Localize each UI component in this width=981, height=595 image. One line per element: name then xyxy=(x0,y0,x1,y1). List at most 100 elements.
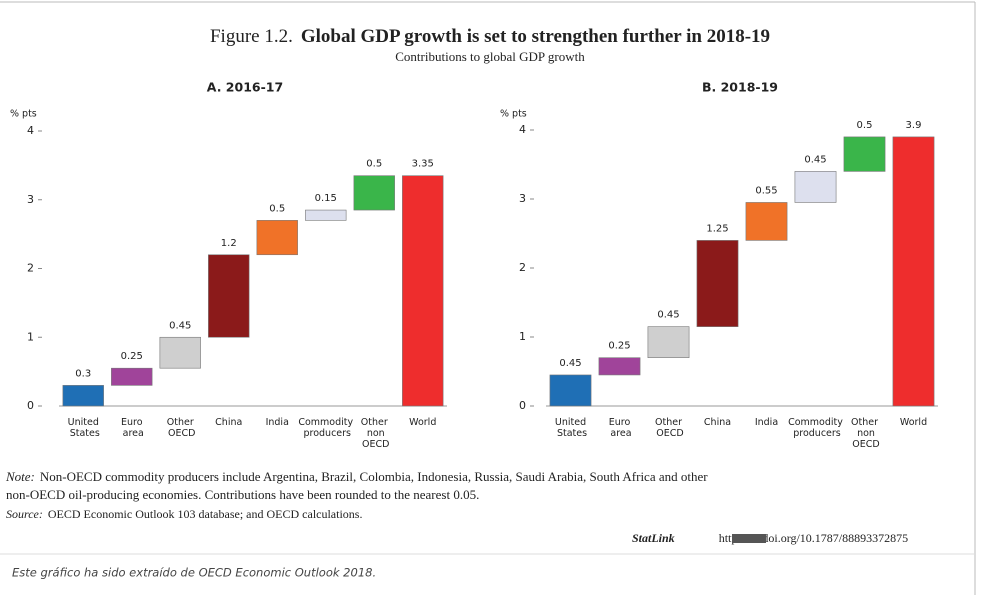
value-label: 0.5 xyxy=(269,203,285,214)
x-tick-label: World xyxy=(900,417,927,428)
value-label: 1.25 xyxy=(706,223,728,234)
x-tick-label: India xyxy=(266,417,289,428)
bar xyxy=(647,326,690,358)
bar xyxy=(696,240,739,327)
x-tick-line: World xyxy=(409,417,436,428)
bar xyxy=(745,202,788,241)
x-tick-line: United xyxy=(555,417,586,428)
value-label: 1.2 xyxy=(221,238,237,249)
x-tick-label: Other non OECD xyxy=(849,417,879,450)
y-tick-label: 1 xyxy=(519,330,526,343)
value-label: 0.45 xyxy=(804,154,826,165)
footer: Este gráfico ha sido extraído de OECD Ec… xyxy=(12,566,376,580)
x-tick-line: non xyxy=(854,428,875,439)
y-tick-label: 4 xyxy=(27,124,34,137)
y-tick-label: 3 xyxy=(27,193,34,206)
statlink-label: StatLink xyxy=(632,531,675,545)
y-tick-label: 3 xyxy=(519,192,526,205)
y-tick-label: 2 xyxy=(519,261,526,274)
title-text: Global GDP growth is set to strengthen f… xyxy=(301,26,770,47)
statlink-icon xyxy=(732,534,766,543)
x-tick-label: United States xyxy=(554,417,587,439)
x-tick-line: area xyxy=(120,428,144,439)
bar xyxy=(843,136,886,172)
x-tick-line: China xyxy=(704,417,731,428)
x-tick-label: Commodity producers xyxy=(298,417,353,439)
bar xyxy=(402,175,444,407)
value-label: 0.45 xyxy=(169,320,191,331)
x-tick-line: OECD xyxy=(849,439,879,450)
x-tick-line: States xyxy=(554,428,587,439)
y-axis-label: % pts xyxy=(500,109,527,120)
value-label: 0.45 xyxy=(657,310,679,321)
x-tick-line: World xyxy=(900,417,927,428)
y-axis-label: % pts xyxy=(10,109,37,120)
y-tick-label: 2 xyxy=(27,262,34,275)
value-label: 0.3 xyxy=(75,368,91,379)
x-tick-label: China xyxy=(704,417,731,428)
x-tick-line: OECD xyxy=(359,439,389,450)
x-tick-label: World xyxy=(409,417,436,428)
bar xyxy=(598,357,641,376)
bar xyxy=(353,175,395,211)
x-tick-line: India xyxy=(755,417,778,428)
note-label: Note: xyxy=(5,469,35,484)
note-text: Non-OECD commodity producers include Arg… xyxy=(40,469,708,484)
bar xyxy=(111,367,153,386)
y-tick-label: 0 xyxy=(27,399,34,412)
value-label: 0.5 xyxy=(366,159,382,170)
x-tick-line: India xyxy=(266,417,289,428)
x-tick-line: OECD xyxy=(165,428,195,439)
x-tick-label: Other OECD xyxy=(165,417,195,439)
x-tick-line: OECD xyxy=(653,428,683,439)
x-tick-line: Other xyxy=(655,417,682,428)
x-tick-label: United States xyxy=(67,417,100,439)
bar xyxy=(208,254,250,338)
bar xyxy=(159,336,201,369)
value-label: 0.45 xyxy=(559,358,581,369)
x-tick-line: producers xyxy=(790,428,841,439)
x-tick-line: producers xyxy=(300,428,351,439)
value-label: 0.25 xyxy=(608,341,630,352)
bar xyxy=(62,385,104,407)
statlink: StatLink http://dx.doi.org/10.1787/888933… xyxy=(632,531,908,545)
x-tick-line: States xyxy=(67,428,100,439)
x-tick-label: Euro area xyxy=(607,417,631,439)
source-label: Source: xyxy=(6,507,43,521)
x-tick-line: Other xyxy=(361,417,388,428)
x-tick-line: United xyxy=(68,417,99,428)
y-tick-label: 4 xyxy=(519,123,526,136)
value-label: 3.9 xyxy=(906,120,922,131)
x-tick-line: China xyxy=(215,417,242,428)
x-tick-line: Other xyxy=(851,417,878,428)
x-tick-label: Other OECD xyxy=(653,417,683,439)
x-tick-label: China xyxy=(215,417,242,428)
x-tick-line: area xyxy=(607,428,631,439)
source-line: Source: OECD Economic Outlook 103 databas… xyxy=(6,507,362,521)
x-tick-label: Commodity producers xyxy=(788,417,843,439)
x-tick-label: Other non OECD xyxy=(359,417,389,450)
note-line: Note: Non-OECD commodity producers includ… xyxy=(5,469,708,484)
bar xyxy=(892,136,935,407)
bar xyxy=(305,209,347,221)
panel-title: B. 2018-19 xyxy=(702,80,778,95)
source-text: OECD Economic Outlook 103 database; and … xyxy=(48,507,363,521)
y-tick-label: 1 xyxy=(27,330,34,343)
x-tick-line: Other xyxy=(167,417,194,428)
x-tick-line: Euro xyxy=(609,417,631,428)
y-tick-label: 0 xyxy=(519,399,526,412)
x-tick-line: non xyxy=(364,428,385,439)
value-label: 0.55 xyxy=(755,185,777,196)
bar xyxy=(794,171,837,203)
panel-title: A. 2016-17 xyxy=(207,80,283,95)
x-tick-line: Euro xyxy=(121,417,143,428)
statlink-url[interactable]: http://dx.doi.org/10.1787/88893372875 xyxy=(719,531,908,545)
note-line: non-OECD oil-producing economies. Contri… xyxy=(6,487,479,502)
figure-title: Figure 1.2. Global GDP growth is set to s… xyxy=(210,26,770,47)
bar xyxy=(549,374,592,407)
charts: A. 2016-17 % pts 0 1 2 3 4 0.3 United States 0.25… xyxy=(10,80,938,450)
figure-label: Figure 1.2. xyxy=(210,26,293,47)
subtitle: Contributions to global GDP growth xyxy=(395,49,585,64)
